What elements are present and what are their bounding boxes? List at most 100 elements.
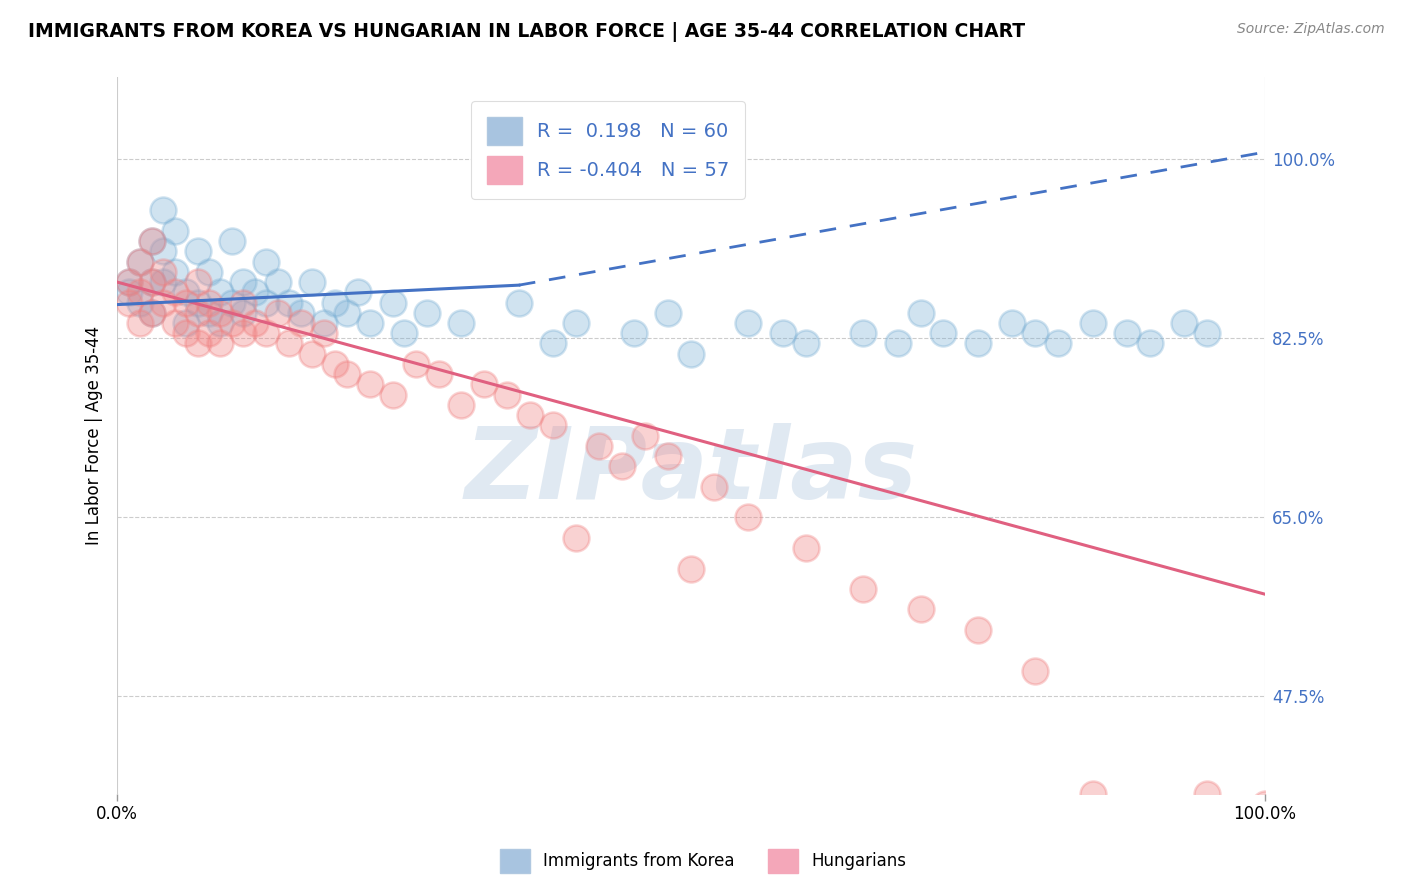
Point (141, 306, 163, 320)
Point (1173, 316, 1195, 330)
Point (312, 316, 335, 330)
Point (623, 326, 645, 341)
Legend: Immigrants from Korea, Hungarians: Immigrants from Korea, Hungarians (494, 842, 912, 880)
Point (1139, 807, 1161, 822)
Point (267, 275, 290, 289)
Point (243, 316, 266, 330)
Point (152, 244, 174, 259)
Point (198, 326, 221, 341)
Point (967, 336, 990, 351)
Point (450, 316, 472, 330)
Point (967, 623, 990, 637)
Point (1081, 787, 1104, 801)
Point (772, 326, 794, 341)
Point (129, 254, 152, 268)
Point (886, 336, 908, 351)
Point (910, 306, 932, 320)
Point (186, 336, 208, 351)
Point (232, 326, 254, 341)
Point (427, 367, 450, 381)
Point (1139, 336, 1161, 351)
Point (301, 347, 323, 361)
Point (565, 531, 588, 545)
Y-axis label: In Labor Force | Age 35-44: In Labor Force | Age 35-44 (86, 326, 103, 545)
Point (1197, 326, 1219, 341)
Point (209, 316, 232, 330)
Point (209, 285, 232, 300)
Point (186, 306, 208, 320)
Point (221, 295, 243, 310)
Point (254, 295, 277, 310)
Point (198, 295, 221, 310)
Point (232, 295, 254, 310)
Point (336, 306, 359, 320)
Point (118, 295, 141, 310)
Point (450, 398, 472, 412)
Text: IMMIGRANTS FROM KOREA VS HUNGARIAN IN LABOR FORCE | AGE 35-44 CORRELATION CHART: IMMIGRANTS FROM KOREA VS HUNGARIAN IN LA… (28, 22, 1025, 42)
Point (141, 234, 163, 248)
Point (209, 306, 232, 320)
Point (129, 285, 152, 300)
Point (129, 254, 152, 268)
Point (543, 418, 565, 433)
Point (737, 316, 759, 330)
Legend: R =  0.198   N = 60, R = -0.404   N = 57: R = 0.198 N = 60, R = -0.404 N = 57 (471, 102, 745, 199)
Point (794, 541, 817, 555)
Point (152, 203, 174, 218)
Point (174, 326, 197, 341)
Point (588, 439, 610, 453)
Point (359, 377, 381, 392)
Point (610, 459, 633, 474)
Point (474, 377, 496, 392)
Point (1001, 316, 1024, 330)
Point (359, 316, 381, 330)
Point (679, 347, 702, 361)
Point (186, 244, 208, 259)
Point (679, 561, 702, 575)
Point (290, 316, 312, 330)
Point (232, 275, 254, 289)
Point (405, 357, 427, 371)
Point (141, 234, 163, 248)
Point (118, 285, 141, 300)
Point (141, 306, 163, 320)
Point (381, 387, 404, 401)
Point (416, 306, 439, 320)
Point (932, 326, 955, 341)
Point (323, 357, 346, 371)
Point (852, 582, 875, 596)
Point (336, 367, 359, 381)
Point (852, 326, 875, 341)
Point (1024, 664, 1046, 678)
Point (129, 316, 152, 330)
Text: ZIPatlas: ZIPatlas (464, 423, 918, 520)
Point (186, 295, 208, 310)
Point (129, 295, 152, 310)
Point (1081, 316, 1104, 330)
Point (209, 336, 232, 351)
Point (392, 326, 415, 341)
Point (1197, 787, 1219, 801)
Point (794, 336, 817, 351)
Point (198, 265, 221, 279)
Point (152, 265, 174, 279)
Point (703, 480, 725, 494)
Point (1024, 326, 1046, 341)
Point (634, 428, 657, 442)
Point (152, 295, 174, 310)
Point (118, 275, 141, 289)
Point (254, 326, 277, 341)
Point (174, 295, 197, 310)
Point (254, 254, 277, 268)
Point (543, 336, 565, 351)
Point (163, 265, 186, 279)
Point (118, 275, 141, 289)
Point (174, 285, 197, 300)
Point (1254, 797, 1277, 811)
Point (232, 306, 254, 320)
Point (267, 306, 290, 320)
Point (163, 316, 186, 330)
Point (657, 306, 679, 320)
Point (301, 275, 323, 289)
Point (278, 336, 301, 351)
